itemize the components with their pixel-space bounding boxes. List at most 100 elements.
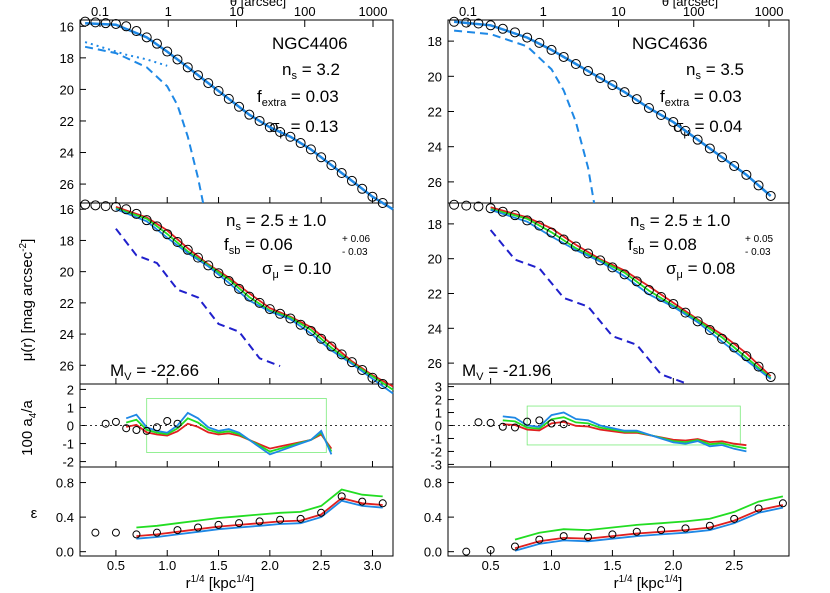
left-mv-m: M [110, 361, 124, 380]
profile-point-mid [473, 201, 484, 212]
profile-point-mid [729, 342, 740, 353]
x-tick-label: 0.5 [107, 558, 125, 573]
profile-point-top [643, 102, 654, 113]
profile-point-mid [534, 220, 545, 231]
profile-point-top [244, 109, 255, 120]
right-mid-sigma-val: = 0.08 [683, 259, 735, 278]
profile-point-mid [316, 333, 327, 344]
eps-tick-label: 0.0 [56, 545, 74, 560]
profile-point-mid [172, 237, 183, 248]
left-mid-fsb: fsb = 0.06 [224, 235, 293, 257]
profile-point-mid [668, 298, 679, 309]
eps-point [194, 523, 203, 532]
inner-component-dashed [84, 45, 205, 204]
top-tick-label: 0.1 [91, 4, 109, 19]
xlabel-right-r: r [614, 575, 619, 592]
profile-point-mid [275, 308, 286, 319]
profile-point-top [223, 93, 234, 104]
profile-point-top [141, 32, 152, 43]
profile-point-mid [522, 215, 533, 226]
profile-point-top [522, 32, 533, 43]
profile-point-mid [110, 201, 121, 212]
profile-point-top [656, 110, 667, 121]
left-mid-fsb-dn: - 0.03 [342, 247, 368, 258]
profile-point-mid [182, 244, 193, 255]
right-mv-m: M [462, 361, 476, 380]
eps-point [111, 528, 120, 537]
profile-point-mid [193, 252, 204, 263]
profile-point-top [336, 168, 347, 179]
right-galaxy-name: NGC4636 [632, 34, 708, 53]
eps-point [510, 542, 519, 551]
profile-point-mid [692, 316, 703, 327]
eps-point [235, 519, 244, 528]
profile-point-mid [305, 325, 316, 336]
profile-point-mid [583, 248, 594, 259]
profile-point-top [485, 20, 496, 31]
profile-point-top [80, 16, 91, 27]
profile-point-top [461, 17, 472, 28]
right-mv-val: = -21.96 [484, 361, 552, 380]
right-mid-sigma-sub: μ [677, 269, 683, 281]
right-mid-fsb-up: + 0.05 [745, 234, 774, 245]
a4-point [474, 418, 483, 427]
mu-tick-label: 22 [428, 287, 442, 302]
left-mv-val: = -22.66 [132, 361, 200, 380]
profile-point-top [357, 183, 368, 194]
a4-profile-line [125, 417, 333, 453]
xlabel-left: r1/4 [kpc1/4] [186, 574, 255, 592]
eps-point [337, 492, 346, 501]
profile-point-top [121, 21, 132, 32]
eps-point [681, 524, 690, 533]
left-sigma-val: = 0.13 [286, 117, 338, 136]
left-ns-val: = 3.2 [297, 60, 340, 79]
top-axis-label-right: θ [arcsec] [662, 0, 718, 9]
eps-profile-line [514, 506, 784, 552]
profile-point-top [193, 70, 204, 81]
eps-point [378, 499, 387, 508]
left-mid-ns-val: = 2.5 ± 1.0 [241, 211, 326, 230]
profile-point-mid [244, 291, 255, 302]
top-tick-label: 0.1 [459, 4, 477, 19]
profile-point-top [619, 87, 630, 98]
mu-tick-label: 18 [60, 51, 74, 66]
profile-point-top [377, 198, 388, 208]
left-ns: ns = 3.2 [282, 60, 340, 82]
right-fextra: fextra = 0.03 [660, 87, 742, 109]
eps-profile-line [136, 499, 383, 540]
profile-point-top [534, 37, 545, 48]
mu-tick-label: 24 [428, 140, 442, 155]
profile-point-top [131, 26, 142, 37]
a4-point [173, 419, 182, 428]
inner-component-dashed [454, 29, 596, 204]
profile-point-mid [234, 283, 245, 294]
a4-tick-label: -2 [430, 444, 442, 459]
a4-point [152, 423, 161, 432]
left-mid-fsb-up: + 0.06 [342, 234, 371, 245]
xlabel-right: r1/4 [kpc1/4] [614, 574, 683, 592]
top-axis-label-left: θ [arcsec] [230, 0, 286, 9]
x-tick-label: 1.5 [603, 558, 621, 573]
right-mid-ns-sub: s [639, 221, 645, 233]
profile-point-top [546, 44, 557, 55]
a4-tick-label: 0 [435, 419, 442, 434]
mu-tick-label: 24 [60, 146, 74, 161]
right-mid-fsb: fsb = 0.08 [628, 235, 697, 257]
eps-point [778, 499, 787, 508]
eps-point [214, 520, 223, 529]
profile-point-mid [162, 229, 173, 240]
profile-point-mid [100, 201, 111, 212]
profile-point-mid [461, 200, 472, 211]
eps-tick-label: 0.4 [424, 510, 442, 525]
profile-point-mid [765, 372, 776, 383]
a4-point [163, 416, 172, 425]
a4-profile-line [126, 422, 333, 450]
left-fextra-sub: extra [262, 97, 287, 109]
xlabel-right-sup: 1/4 [619, 574, 633, 585]
left-mid-fsb-sub: sb [229, 245, 241, 257]
xlabel-left-r: r [186, 575, 191, 592]
mu-tick-label: 20 [60, 82, 74, 97]
left-mid-sigma: σμ = 0.10 [262, 259, 331, 281]
profile-point-top [316, 152, 327, 163]
